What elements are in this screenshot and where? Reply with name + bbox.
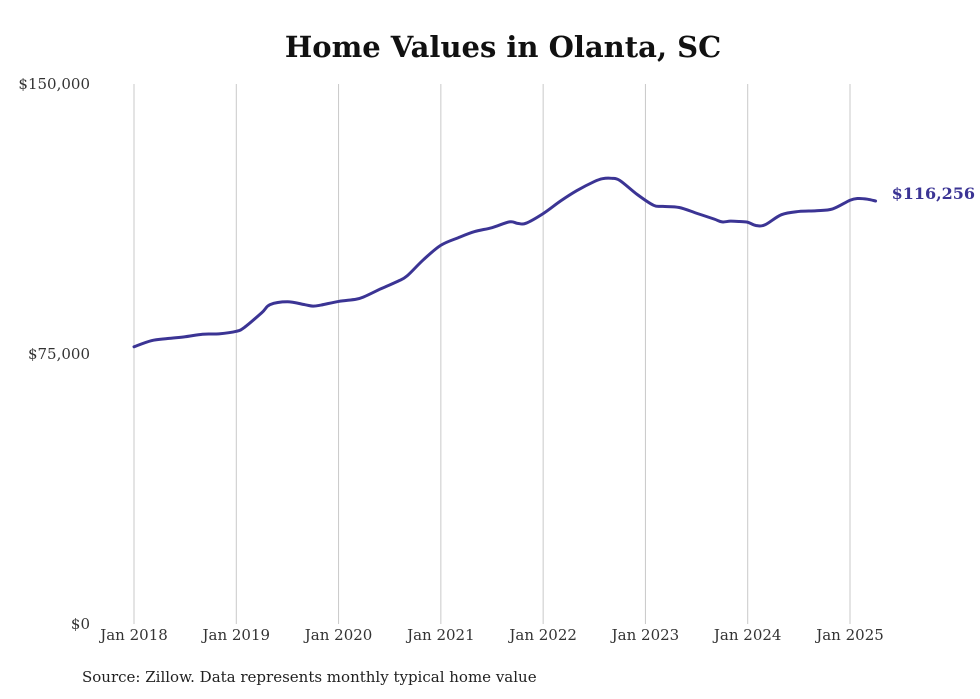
y-tick-label: $150,000 (18, 75, 90, 93)
source-note: Source: Zillow. Data represents monthly … (82, 668, 537, 686)
chart-title: Home Values in Olanta, SC (284, 30, 722, 64)
series-layer: $116,256 (132, 176, 976, 349)
y-axis-tick-labels: $0 $75,000 $150,000 (18, 75, 90, 633)
x-tick-label: Jan 2018 (98, 626, 168, 644)
x-tick-label: Jan 2025 (814, 626, 884, 644)
x-tick-label: Jan 2020 (303, 626, 373, 644)
series-line (132, 176, 878, 349)
x-tick-label: Jan 2024 (712, 626, 782, 644)
end-value-label: $116,256 (892, 184, 976, 203)
vertical-gridlines (133, 84, 851, 624)
x-tick-label: Jan 2021 (405, 626, 475, 644)
y-tick-label: $0 (71, 615, 90, 633)
x-tick-label: Jan 2019 (201, 626, 271, 644)
y-tick-label: $75,000 (28, 345, 90, 363)
x-tick-label: Jan 2023 (610, 626, 680, 644)
x-axis-tick-labels: Jan 2018 Jan 2019 Jan 2020 Jan 2021 Jan 2022… (98, 626, 884, 644)
x-tick-label: Jan 2022 (507, 626, 577, 644)
